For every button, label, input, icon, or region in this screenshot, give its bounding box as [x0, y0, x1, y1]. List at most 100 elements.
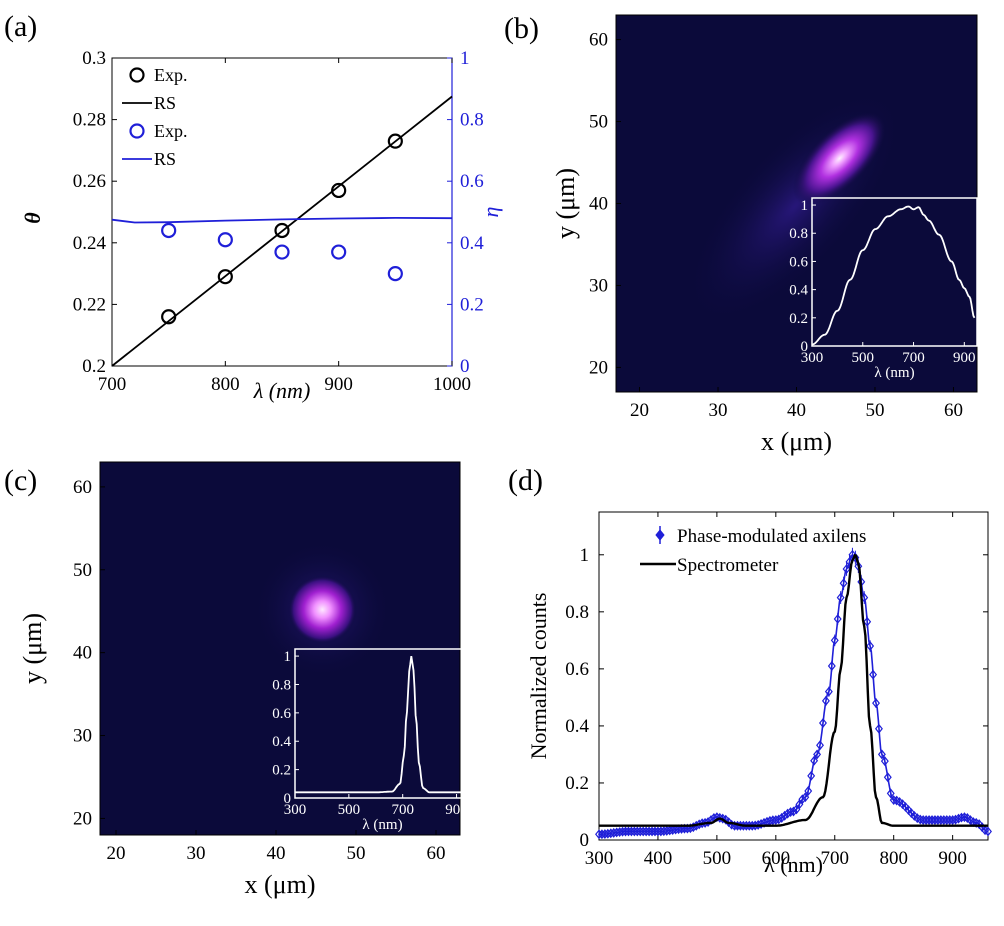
y-right-axis-label: η	[478, 207, 503, 218]
data-point	[636, 826, 645, 837]
data-point	[745, 820, 754, 831]
y-axis-label: Normalized counts	[526, 593, 551, 760]
y-tick-label: 60	[589, 30, 608, 51]
data-point	[618, 826, 627, 837]
data-point	[801, 792, 810, 803]
data-point	[957, 812, 966, 823]
data-point	[883, 772, 892, 783]
data-point	[639, 826, 648, 837]
y-left-axis-label: θ	[20, 212, 45, 224]
data-point	[651, 826, 659, 837]
legend-label: RS	[154, 93, 176, 113]
data-point	[387, 266, 403, 282]
y-tick-label: 20	[73, 808, 92, 829]
inset-y-tick-label: 0.2	[272, 763, 291, 779]
data-point	[624, 826, 633, 837]
data-point	[836, 592, 845, 603]
data-point	[824, 686, 833, 697]
y-left-tick-label: 0.22	[73, 294, 106, 315]
x-tick-label: 800	[879, 848, 908, 869]
inset-x-tick-label: 500	[852, 350, 875, 366]
data-point	[839, 578, 848, 589]
y-tick-label: 0.6	[565, 659, 589, 680]
data-point	[842, 564, 851, 575]
data-point	[701, 817, 710, 828]
inset-frame	[811, 197, 978, 347]
inset-y-tick-label: 0.6	[789, 254, 808, 270]
x-tick-label: 500	[703, 848, 732, 869]
data-point	[922, 815, 931, 825]
inset-y-tick-label: 0	[284, 791, 292, 807]
data-point	[789, 806, 798, 817]
series-line-spectrometer	[599, 553, 988, 827]
inset-y-tick-label: 0.8	[789, 226, 808, 242]
y-right-tick-label: 0.6	[460, 171, 484, 192]
data-point	[916, 814, 925, 825]
inset-x-tick-label: 300	[801, 350, 824, 366]
y-left-tick-label: 0.24	[73, 233, 107, 254]
inset-y-tick-label: 0.8	[272, 677, 291, 693]
panel-label: (d)	[508, 464, 543, 497]
data-point	[659, 826, 668, 837]
x-tick-label: 60	[944, 400, 963, 421]
data-point	[757, 819, 766, 829]
data-point	[804, 785, 813, 796]
y-tick-label: 40	[589, 194, 608, 215]
data-point	[984, 826, 992, 837]
y-right-tick-label: 0.8	[460, 110, 484, 131]
panel-a: (a) 700 800 900 1000 0.2 0.22 0.24 0.26 0.28 0.3 0 0…	[4, 10, 503, 403]
data-point	[161, 222, 177, 239]
inset-x-tick-label: 500	[338, 802, 361, 818]
x-tick-label: 700	[98, 374, 127, 395]
inset-y-tick-label: 0.6	[272, 706, 291, 722]
data-point	[606, 828, 615, 839]
inset-y-tick-label: 0	[801, 339, 809, 355]
inset-x-axis-label: λ (nm)	[362, 817, 402, 833]
data-point	[600, 829, 609, 839]
data-point	[671, 824, 680, 835]
data-point	[945, 815, 954, 825]
data-point	[783, 808, 792, 819]
inset-x-axis-label: λ (nm)	[874, 365, 914, 381]
legend-label: Exp.	[154, 121, 188, 141]
x-tick-label: 600	[762, 848, 791, 869]
data-point	[642, 826, 651, 837]
x-axis-label: λ (nm)	[253, 378, 311, 403]
x-tick-label: 900	[324, 374, 353, 395]
y-left-tick-label: 0.3	[82, 48, 106, 69]
focal-spot	[288, 575, 357, 644]
data-point	[609, 827, 618, 838]
inset-x-tick-label: 900	[953, 350, 976, 366]
x-tick-label: 30	[709, 400, 728, 421]
y-right-tick-label: 1	[460, 48, 470, 69]
y-tick-label: 40	[73, 643, 92, 664]
inset-x-tick-label: 700	[902, 350, 925, 366]
y-tick-label: 1	[580, 545, 590, 566]
data-point	[777, 812, 786, 823]
data-point	[810, 755, 819, 766]
y-tick-label: 50	[73, 560, 92, 581]
inset-x-tick-label: 300	[284, 802, 307, 818]
inset-y-tick-label: 1	[284, 649, 292, 665]
data-point	[680, 823, 689, 834]
data-point	[942, 815, 951, 825]
inset-spectrum-line	[811, 205, 976, 346]
data-point	[877, 749, 886, 760]
data-point	[704, 817, 713, 828]
y-tick-label: 20	[589, 357, 608, 378]
legend-marker	[655, 529, 665, 541]
data-point	[874, 723, 883, 734]
legend-marker	[129, 123, 145, 139]
data-point	[603, 828, 612, 839]
data-point	[827, 661, 836, 671]
x-tick-label: 20	[107, 843, 126, 864]
y-left-tick-label: 0.26	[73, 171, 106, 192]
data-point	[928, 815, 936, 825]
data-point	[830, 635, 839, 646]
data-point	[854, 561, 863, 572]
x-tick-label: 50	[347, 843, 366, 864]
inset-frame	[294, 648, 471, 799]
data-point	[630, 826, 639, 837]
inset-y-tick-label: 0.2	[789, 311, 808, 327]
y-tick-label: 0.2	[565, 773, 589, 794]
